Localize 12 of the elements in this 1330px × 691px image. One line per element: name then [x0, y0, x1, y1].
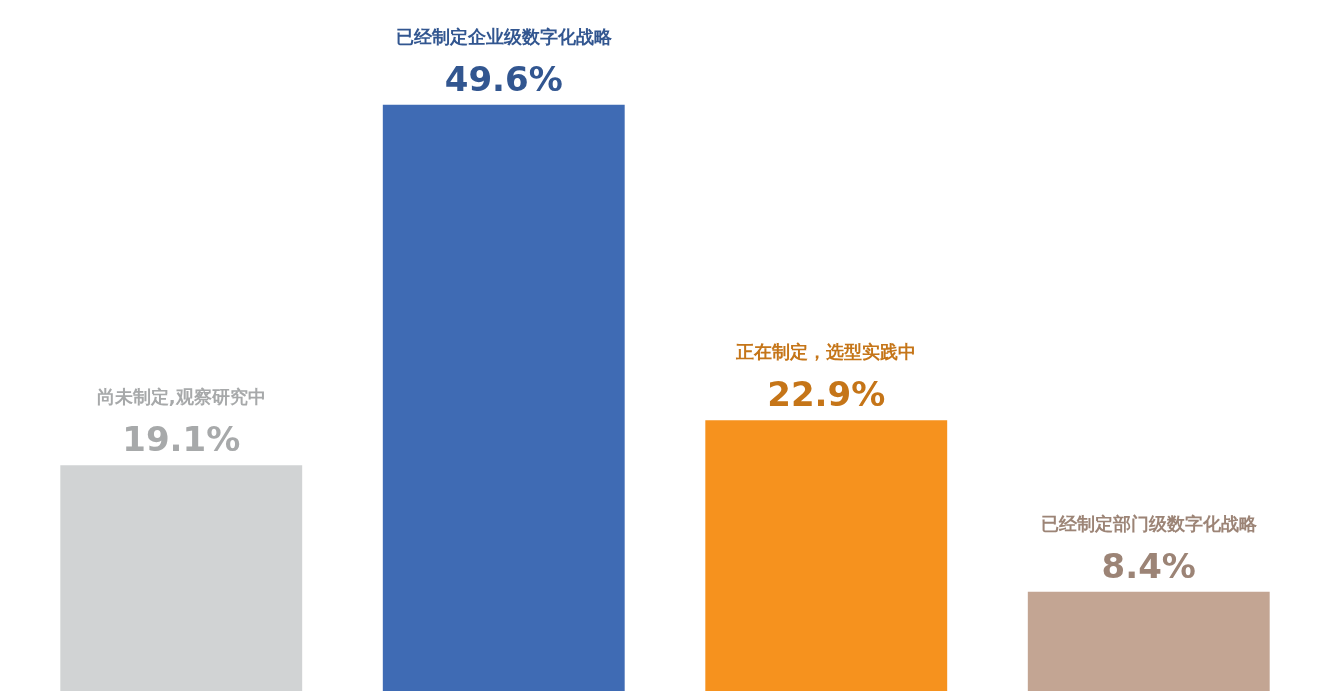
bar	[705, 420, 948, 691]
bar	[60, 465, 303, 691]
data-label: 49.6%	[444, 58, 563, 99]
bar	[1027, 591, 1270, 691]
annotation: 正在制定，选型实践中	[735, 341, 917, 363]
text: 已经制定企业级数字化战略	[395, 25, 613, 47]
data-label: 22.9%	[767, 374, 886, 415]
annotation: 尚未制定,观察研究中	[96, 386, 266, 408]
data-label: 8.4%	[1101, 545, 1196, 586]
annotation: 已经制定部门级数字化战略	[1040, 512, 1258, 534]
bar	[382, 104, 625, 691]
data-label: 19.1%	[122, 419, 241, 460]
